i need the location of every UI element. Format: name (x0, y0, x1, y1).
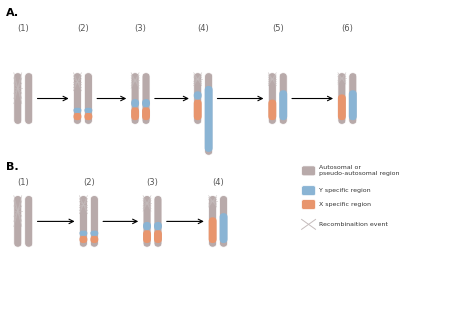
Text: Recombinaition event: Recombinaition event (319, 222, 387, 227)
FancyBboxPatch shape (194, 100, 202, 120)
FancyBboxPatch shape (301, 200, 316, 210)
Text: A.: A. (6, 8, 19, 18)
FancyBboxPatch shape (154, 230, 162, 243)
FancyBboxPatch shape (84, 113, 92, 120)
Text: (1): (1) (18, 24, 29, 33)
FancyBboxPatch shape (73, 108, 82, 113)
FancyBboxPatch shape (268, 73, 276, 124)
FancyBboxPatch shape (205, 86, 213, 152)
Text: B.: B. (6, 162, 19, 172)
Text: X specific region: X specific region (319, 202, 371, 207)
FancyBboxPatch shape (338, 73, 346, 124)
FancyBboxPatch shape (14, 73, 22, 124)
FancyBboxPatch shape (194, 73, 202, 124)
Text: Autosomal or
pseudo-autosomal region: Autosomal or pseudo-autosomal region (319, 165, 399, 176)
FancyBboxPatch shape (91, 196, 98, 247)
FancyBboxPatch shape (301, 166, 316, 176)
FancyBboxPatch shape (154, 222, 162, 230)
Text: (4): (4) (212, 178, 224, 187)
FancyBboxPatch shape (205, 73, 213, 155)
FancyBboxPatch shape (279, 73, 287, 124)
FancyBboxPatch shape (131, 107, 139, 120)
FancyBboxPatch shape (91, 236, 98, 243)
FancyBboxPatch shape (279, 90, 287, 120)
FancyBboxPatch shape (73, 113, 82, 120)
FancyBboxPatch shape (154, 196, 162, 247)
Text: (5): (5) (272, 24, 283, 33)
FancyBboxPatch shape (84, 73, 92, 124)
Text: (6): (6) (341, 24, 353, 33)
FancyBboxPatch shape (91, 231, 98, 236)
Text: (3): (3) (146, 178, 158, 187)
FancyBboxPatch shape (80, 196, 87, 247)
Text: (2): (2) (83, 178, 95, 187)
FancyBboxPatch shape (143, 230, 151, 243)
FancyBboxPatch shape (268, 100, 276, 120)
FancyBboxPatch shape (209, 217, 217, 243)
FancyBboxPatch shape (25, 196, 33, 247)
Text: (1): (1) (18, 178, 29, 187)
FancyBboxPatch shape (209, 196, 217, 247)
FancyBboxPatch shape (131, 73, 139, 124)
FancyBboxPatch shape (219, 196, 228, 247)
FancyBboxPatch shape (143, 196, 151, 247)
FancyBboxPatch shape (80, 236, 87, 243)
FancyBboxPatch shape (219, 213, 228, 243)
FancyBboxPatch shape (25, 73, 33, 124)
Text: Y specific region: Y specific region (319, 188, 370, 193)
FancyBboxPatch shape (14, 196, 22, 247)
FancyBboxPatch shape (143, 222, 151, 230)
FancyBboxPatch shape (194, 91, 202, 100)
FancyBboxPatch shape (349, 90, 357, 120)
FancyBboxPatch shape (338, 94, 346, 120)
FancyBboxPatch shape (142, 73, 150, 124)
Text: (3): (3) (135, 24, 146, 33)
FancyBboxPatch shape (80, 231, 87, 236)
Text: (2): (2) (77, 24, 89, 33)
FancyBboxPatch shape (142, 99, 150, 107)
FancyBboxPatch shape (142, 107, 150, 120)
FancyBboxPatch shape (73, 73, 82, 124)
FancyBboxPatch shape (301, 186, 316, 196)
FancyBboxPatch shape (84, 108, 92, 113)
FancyBboxPatch shape (131, 99, 139, 107)
Text: (4): (4) (197, 24, 209, 33)
FancyBboxPatch shape (349, 73, 357, 124)
